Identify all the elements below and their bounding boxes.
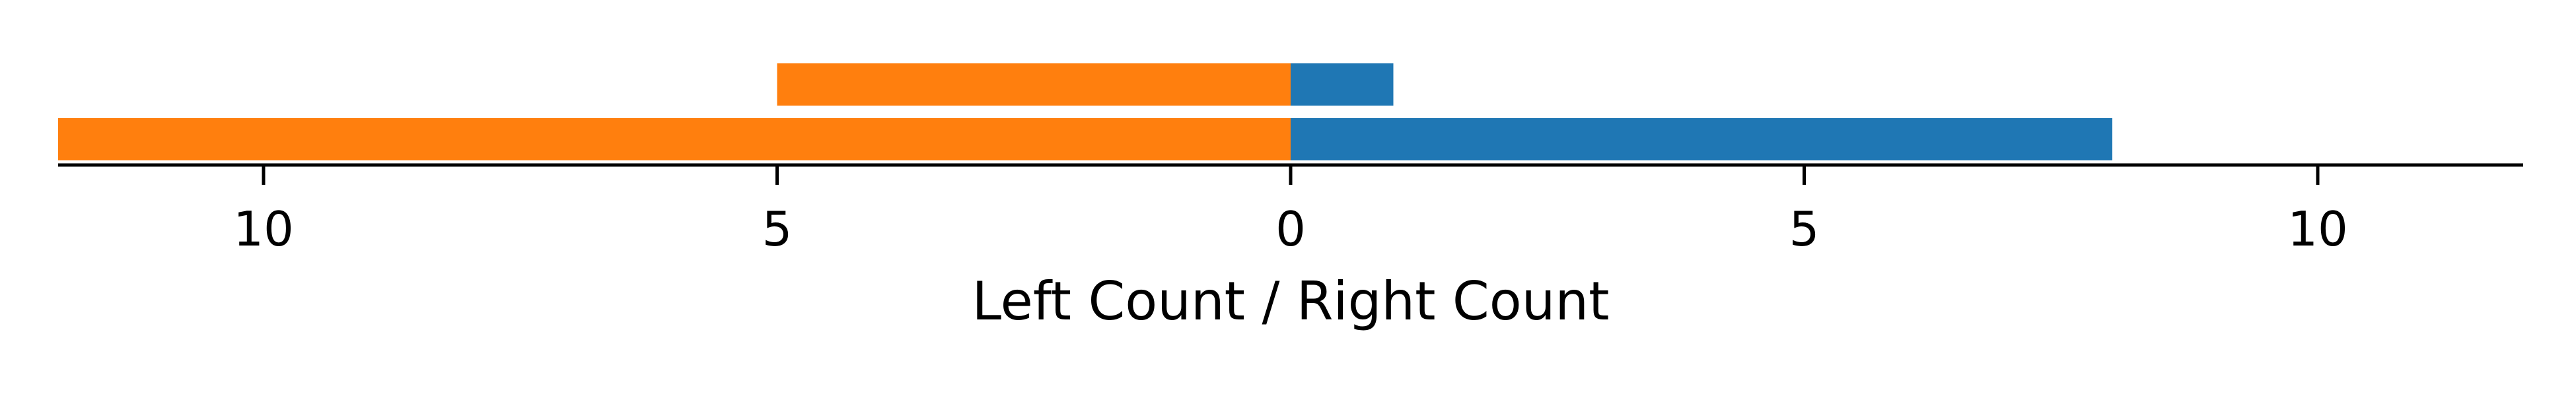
bar-right-0 (1291, 118, 2112, 160)
bar-left-0 (58, 118, 1291, 160)
x-axis-ticks: 10 5 0 5 10 (233, 165, 2348, 257)
x-tick-label-4: 10 (2287, 201, 2348, 257)
bar-group (58, 63, 2112, 160)
x-tick-label-3: 5 (1789, 201, 1820, 257)
x-axis-label: Left Count / Right Count (972, 271, 1610, 332)
x-tick-label-0: 10 (233, 201, 294, 257)
bar-left-1 (777, 63, 1291, 106)
x-tick-label-1: 5 (762, 201, 793, 257)
bar-right-1 (1291, 63, 1394, 106)
x-tick-label-2: 0 (1275, 201, 1306, 257)
